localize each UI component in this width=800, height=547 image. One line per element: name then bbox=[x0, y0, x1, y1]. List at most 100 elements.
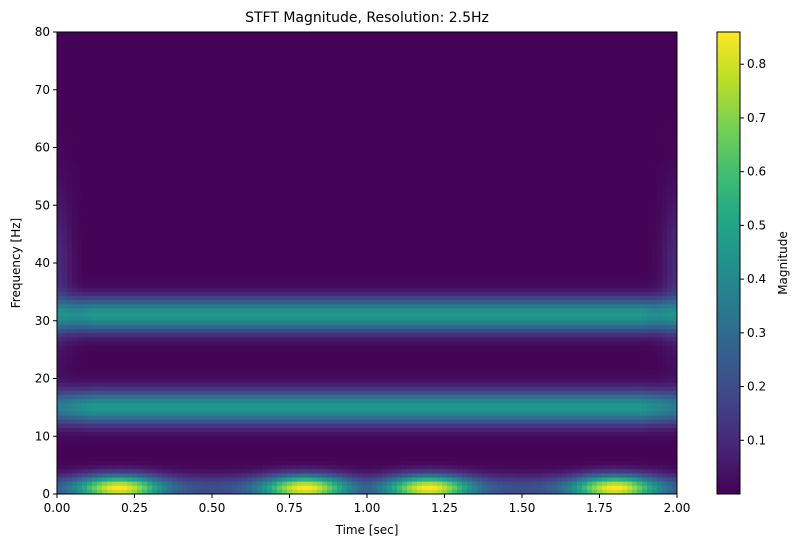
heatmap-cell bbox=[107, 102, 113, 107]
heatmap-cell bbox=[357, 192, 363, 198]
heatmap-cell bbox=[342, 48, 348, 54]
heatmap-cell bbox=[322, 118, 328, 124]
heatmap-cell bbox=[462, 44, 468, 50]
heatmap-cell bbox=[652, 122, 658, 128]
heatmap-cell bbox=[467, 60, 473, 66]
heatmap-cell bbox=[92, 164, 98, 169]
heatmap-cell bbox=[92, 98, 98, 103]
heatmap-cell bbox=[582, 164, 588, 169]
heatmap-cell bbox=[407, 93, 413, 99]
heatmap-cell bbox=[327, 159, 333, 165]
heatmap-cell bbox=[317, 147, 323, 153]
heatmap-cell bbox=[582, 176, 588, 182]
heatmap-cell bbox=[362, 118, 368, 124]
heatmap-cell bbox=[62, 155, 68, 161]
heatmap-cell bbox=[292, 93, 298, 99]
heatmap-cell bbox=[607, 184, 613, 190]
heatmap-cell bbox=[162, 197, 168, 202]
heatmap-cell bbox=[282, 36, 288, 41]
heatmap-cell bbox=[372, 69, 378, 74]
heatmap-cell bbox=[462, 48, 468, 54]
heatmap-cell bbox=[392, 168, 398, 173]
heatmap-cell bbox=[577, 81, 583, 87]
heatmap-cell bbox=[467, 32, 473, 37]
heatmap-cell bbox=[242, 44, 248, 50]
heatmap-cell bbox=[427, 36, 433, 41]
heatmap-cell bbox=[317, 69, 323, 74]
heatmap-cell bbox=[577, 122, 583, 128]
heatmap-cell bbox=[122, 77, 128, 83]
heatmap-cell bbox=[352, 172, 358, 177]
heatmap-cell bbox=[347, 114, 353, 120]
heatmap-cell bbox=[232, 172, 238, 177]
heatmap-cell bbox=[472, 69, 478, 74]
heatmap-cell bbox=[562, 180, 568, 186]
heatmap-cell bbox=[422, 77, 428, 83]
heatmap-cell bbox=[182, 172, 188, 177]
heatmap-cell bbox=[77, 102, 83, 107]
heatmap-cell bbox=[217, 44, 223, 50]
heatmap-cell bbox=[347, 180, 353, 186]
heatmap-cell bbox=[502, 65, 508, 70]
heatmap-cell bbox=[432, 168, 438, 173]
heatmap-cell bbox=[167, 180, 173, 186]
heatmap-cell bbox=[582, 93, 588, 99]
heatmap-cell bbox=[317, 32, 323, 37]
heatmap-cell bbox=[82, 73, 88, 78]
heatmap-cell bbox=[532, 180, 538, 186]
heatmap-cell bbox=[392, 65, 398, 70]
heatmap-cell bbox=[147, 40, 153, 45]
heatmap-cell bbox=[97, 89, 103, 95]
heatmap-cell bbox=[437, 188, 443, 194]
heatmap-cell bbox=[382, 180, 388, 186]
heatmap-cell bbox=[122, 81, 128, 87]
heatmap-cell bbox=[672, 188, 677, 194]
heatmap-cell bbox=[667, 135, 673, 140]
heatmap-cell bbox=[562, 114, 568, 120]
heatmap-cell bbox=[142, 168, 148, 173]
heatmap-cell bbox=[432, 81, 438, 87]
heatmap-cell bbox=[167, 106, 173, 111]
heatmap-cell bbox=[182, 151, 188, 157]
heatmap-cell bbox=[392, 110, 398, 116]
heatmap-cell bbox=[442, 89, 448, 95]
heatmap-cell bbox=[667, 126, 673, 132]
heatmap-cell bbox=[287, 151, 293, 157]
heatmap-cell bbox=[142, 126, 148, 132]
heatmap-cell bbox=[652, 69, 658, 74]
heatmap-cell bbox=[252, 98, 258, 103]
heatmap-cell bbox=[57, 114, 63, 120]
heatmap-cell bbox=[637, 114, 643, 120]
heatmap-cell bbox=[532, 98, 538, 103]
heatmap-cell bbox=[292, 164, 298, 169]
heatmap-cell bbox=[287, 159, 293, 165]
heatmap-cell bbox=[502, 60, 508, 66]
heatmap-cell bbox=[377, 102, 383, 107]
heatmap-cell bbox=[367, 60, 373, 66]
heatmap-cell bbox=[507, 93, 513, 99]
heatmap-cell bbox=[487, 164, 493, 169]
heatmap-cell bbox=[547, 180, 553, 186]
heatmap-cell bbox=[482, 159, 488, 165]
heatmap-cell bbox=[432, 60, 438, 66]
heatmap-cell bbox=[582, 180, 588, 186]
heatmap-cell bbox=[572, 131, 578, 136]
heatmap-cell bbox=[267, 118, 273, 124]
heatmap-cell bbox=[402, 122, 408, 128]
heatmap-cell bbox=[502, 135, 508, 140]
heatmap-cell bbox=[377, 52, 383, 58]
heatmap-cell bbox=[492, 192, 498, 198]
heatmap-cell bbox=[617, 168, 623, 173]
heatmap-cell bbox=[87, 52, 93, 58]
heatmap-cell bbox=[72, 102, 78, 107]
heatmap-cell bbox=[522, 110, 528, 116]
heatmap-cell bbox=[522, 131, 528, 136]
heatmap-cell bbox=[117, 114, 123, 120]
heatmap-cell bbox=[322, 69, 328, 74]
heatmap-cell bbox=[662, 159, 668, 165]
heatmap-cell bbox=[377, 32, 383, 37]
heatmap-cell bbox=[307, 77, 313, 83]
heatmap-cell bbox=[187, 48, 193, 54]
heatmap-cell bbox=[117, 131, 123, 136]
heatmap-cell bbox=[582, 114, 588, 120]
